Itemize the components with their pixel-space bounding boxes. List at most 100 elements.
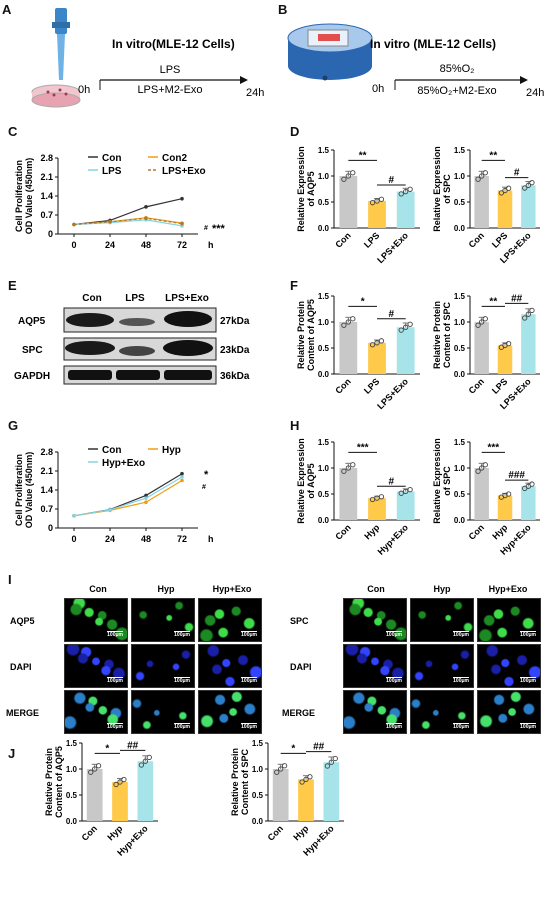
- panel-letter-j: J: [8, 746, 15, 761]
- series-point: [108, 219, 112, 224]
- significance-mark: ***: [357, 442, 369, 453]
- micrograph-left-2-2: 100μm: [131, 644, 195, 688]
- y-axis-label: Relative Expressionof AQP5: [296, 438, 316, 524]
- bar: [497, 345, 513, 374]
- data-point: [479, 465, 485, 471]
- y-tick-label: 0.0: [318, 516, 330, 525]
- data-point: [475, 468, 481, 474]
- y-tick-label: 1.0: [318, 172, 330, 181]
- bar: [396, 491, 415, 520]
- x-tick-label: Con: [80, 823, 99, 842]
- significance-mark: ##: [127, 740, 139, 751]
- data-point: [350, 316, 356, 322]
- y-tick-label: 1.0: [66, 765, 78, 774]
- data-point: [505, 491, 512, 497]
- data-point: [369, 342, 376, 348]
- blot-size-label: 36kDa: [220, 371, 250, 382]
- micrograph-left-1-1: 100μm: [64, 598, 128, 642]
- y-axis-label: Cell ProliferationOD Value (450nm): [14, 452, 34, 529]
- micrograph-right-3-1: 100μm: [343, 690, 407, 734]
- panel-b-bottom-label: 85%O₂+M2-Exo: [417, 85, 496, 97]
- x-tick-label: 24: [105, 534, 115, 544]
- scale-bar-label: 100μm: [241, 678, 257, 684]
- scale-bar-label: 100μm: [241, 632, 257, 638]
- data-point: [369, 200, 376, 206]
- scale-bar-label: 100μm: [386, 724, 402, 730]
- scale-bar: [386, 631, 402, 632]
- scale-bar-label: 100μm: [386, 632, 402, 638]
- y-axis-label: Relative ProteinContent of AQP5: [296, 299, 316, 371]
- legend-label: LPS+Exo: [162, 166, 206, 177]
- bar: [474, 468, 489, 520]
- series-point: [72, 222, 76, 227]
- y-tick-label: 2.8: [40, 447, 53, 457]
- significance-mark: **: [359, 150, 367, 161]
- y-tick-label: 0.5: [454, 490, 466, 499]
- micro-col-label: Hyp+Exo: [489, 584, 528, 594]
- bar: [112, 782, 128, 821]
- bar: [521, 314, 536, 374]
- panel-letter-d: D: [290, 124, 299, 139]
- bar: [474, 322, 489, 374]
- panel-a-end: 24h: [246, 87, 264, 99]
- micro-row-label: DAPI: [10, 662, 32, 672]
- data-point: [475, 176, 481, 182]
- series-point: [180, 471, 184, 476]
- scale-bar: [386, 677, 402, 678]
- y-axis-label: Relative ProteinContent of SPC: [432, 301, 452, 369]
- series-point: [144, 496, 148, 500]
- significance-mark: *: [204, 469, 209, 481]
- micro-col-label: Con: [367, 584, 385, 594]
- micro-row-label: AQP5: [10, 616, 35, 626]
- panel-letter-a: A: [2, 2, 12, 17]
- legend-label: Hyp+Exo: [102, 458, 145, 469]
- micrograph-left-3-1: 100μm: [64, 690, 128, 734]
- micrograph-left-3-3: 100μm: [198, 690, 262, 734]
- data-point: [138, 762, 145, 768]
- scale-bar: [386, 723, 402, 724]
- data-point: [121, 776, 127, 783]
- y-tick-label: 1.5: [252, 739, 264, 748]
- data-point: [113, 781, 119, 788]
- oxygen-chamber-illustration: [287, 23, 373, 81]
- y-tick-label: 1.5: [454, 438, 466, 447]
- scale-bar-label: 100μm: [453, 724, 469, 730]
- panel-a-start: 0h: [78, 84, 90, 96]
- bar: [368, 342, 386, 374]
- line-chart-c: Cell ProliferationOD Value (450nm) 0 0.7 1.…: [14, 153, 226, 250]
- charts-layer: Cell ProliferationOD Value (450nm) 0 0.7 1.…: [14, 146, 540, 858]
- data-point: [95, 763, 102, 769]
- series-point: [180, 196, 184, 201]
- x-tick-label: Con: [333, 230, 352, 249]
- y-tick-label: 0.7: [40, 210, 53, 220]
- x-tick-label: LPS+Exo: [375, 376, 410, 411]
- x-tick-label: Hyp: [490, 522, 509, 541]
- x-tick-label: 0: [71, 534, 76, 544]
- x-tick-label: LPS: [362, 230, 381, 249]
- x-tick-label: Hyp: [291, 823, 310, 842]
- x-tick-label: Con: [333, 376, 352, 395]
- data-point: [345, 465, 351, 471]
- data-point: [529, 180, 535, 186]
- micrograph-left-1-3: 100μm: [198, 598, 262, 642]
- y-tick-label: 1.5: [318, 438, 330, 447]
- micro-col-label: Con: [89, 584, 107, 594]
- data-point: [374, 340, 380, 346]
- micrograph-left-3-2: 100μm: [131, 690, 195, 734]
- micrograph-right-1-1: 100μm: [343, 598, 407, 642]
- data-point: [407, 486, 413, 493]
- bar: [521, 486, 536, 520]
- panel-letter-f: F: [290, 278, 298, 293]
- scale-bar: [107, 723, 123, 724]
- bar: [497, 495, 513, 520]
- data-point: [398, 191, 404, 197]
- data-point: [479, 173, 485, 179]
- x-tick-label: Con: [266, 823, 285, 842]
- micrograph-right-2-2: 100μm: [410, 644, 474, 688]
- data-point: [482, 316, 488, 322]
- data-point: [142, 758, 148, 764]
- data-point: [341, 176, 347, 182]
- y-tick-label: 0.0: [454, 224, 466, 233]
